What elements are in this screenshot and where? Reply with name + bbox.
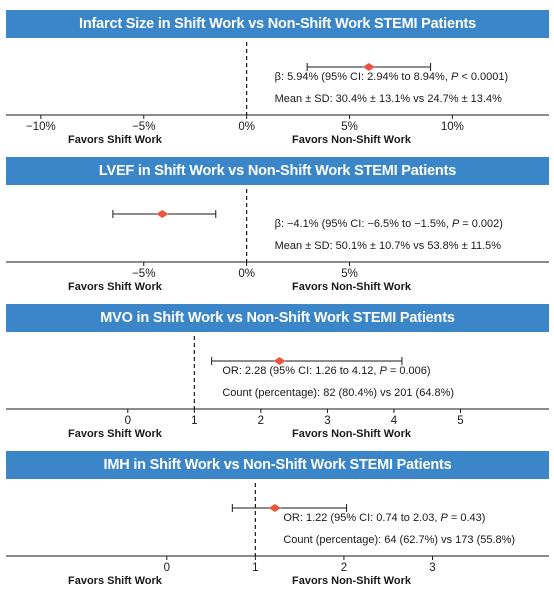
x-tick-label: −5% [132,121,155,133]
panel-title: LVEF in Shift Work vs Non-Shift Work STE… [6,157,549,185]
summary-label: Mean ± SD: 50.1% ± 10.7% vs 53.8% ± 11.5… [275,240,502,252]
x-tick-label: 0% [238,121,255,133]
panel-title: Infarct Size in Shift Work vs Non-Shift … [6,10,549,38]
point-estimate-marker [156,210,169,218]
estimate-label: β: −4.1% (95% CI: −6.5% to −1.5%, P = 0.… [275,218,503,230]
x-tick-label: 5% [341,268,358,280]
summary-label: Count (percentage): 64 (62.7%) vs 173 (5… [283,534,515,546]
x-tick-label: 5 [457,415,463,427]
favors-left-label: Favors Shift Work [68,134,163,146]
estimate-label: β: 5.94% (95% CI: 2.94% to 8.94%, P < 0.… [275,71,509,83]
x-tick-label: 4 [391,415,398,427]
x-tick-label: −5% [132,268,155,280]
point-estimate-marker [362,63,375,71]
x-tick-label: 5% [341,121,358,133]
panel-title: MVO in Shift Work vs Non-Shift Work STEM… [6,304,549,332]
point-estimate-marker [273,357,286,365]
summary-label: Count (percentage): 82 (80.4%) vs 201 (6… [222,387,454,399]
estimate-label: OR: 1.22 (95% CI: 0.74 to 2.03, P = 0.43… [283,512,485,524]
forest-plot: β: −4.1% (95% CI: −6.5% to −1.5%, P = 0.… [6,189,549,293]
x-tick-label: 0 [164,562,170,574]
favors-right-label: Favors Non-Shift Work [292,575,412,587]
x-tick-label: 3 [324,415,330,427]
forest-plot: OR: 1.22 (95% CI: 0.74 to 2.03, P = 0.43… [6,483,549,587]
forest-plot: OR: 2.28 (95% CI: 1.26 to 4.12, P = 0.00… [6,336,549,440]
estimate-label: OR: 2.28 (95% CI: 1.26 to 4.12, P = 0.00… [222,365,430,377]
favors-right-label: Favors Non-Shift Work [292,281,412,293]
x-tick-label: 1 [252,562,258,574]
favors-left-label: Favors Shift Work [68,428,163,440]
x-tick-label: 0 [125,415,131,427]
panel-title: IMH in Shift Work vs Non-Shift Work STEM… [6,451,549,479]
x-tick-label: 3 [429,562,435,574]
forest-plot: β: 5.94% (95% CI: 2.94% to 8.94%, P < 0.… [6,42,549,146]
point-estimate-marker [268,504,281,512]
x-tick-label: 1 [191,415,197,427]
summary-label: Mean ± SD: 30.4% ± 13.1% vs 24.7% ± 13.4… [275,93,502,105]
favors-right-label: Favors Non-Shift Work [292,428,412,440]
x-tick-label: −10% [26,121,56,133]
favors-right-label: Favors Non-Shift Work [292,134,412,146]
favors-left-label: Favors Shift Work [68,575,163,587]
x-tick-label: 10% [441,121,464,133]
x-tick-label: 2 [258,415,264,427]
x-tick-label: 2 [341,562,347,574]
favors-left-label: Favors Shift Work [68,281,163,293]
x-tick-label: 0% [238,268,255,280]
